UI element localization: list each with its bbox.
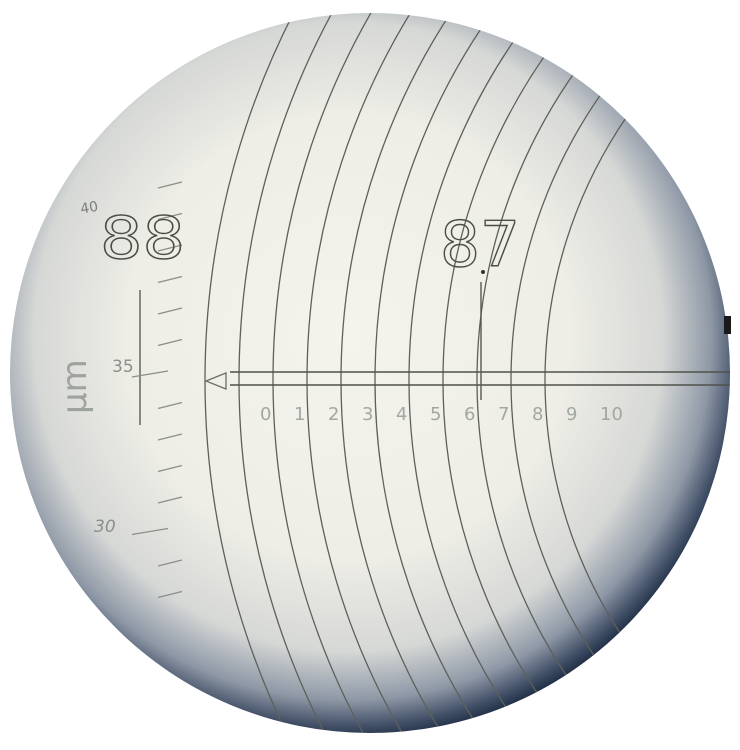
pointer-marker xyxy=(204,372,227,390)
arc-line xyxy=(306,13,433,733)
arc-line xyxy=(204,13,312,733)
left-readout: 88 xyxy=(100,204,185,272)
vertical-scale-label-30: 30 xyxy=(94,517,116,537)
vertical-scale-tick xyxy=(131,527,169,536)
vertical-scale-tick xyxy=(157,559,183,567)
horizontal-scale-label: 7 xyxy=(498,404,509,425)
arc-line xyxy=(442,13,609,733)
arc-line xyxy=(272,13,392,733)
vertical-scale-tick xyxy=(157,590,183,599)
vertical-scale-tick xyxy=(157,212,183,221)
vertical-scale-tick xyxy=(157,244,183,252)
horizontal-scale-labels: 0 1 2 3 4 5 6 7 8 9 10 xyxy=(260,404,623,425)
vertical-scale-tick xyxy=(157,338,183,347)
vertical-scale-tick xyxy=(157,181,183,189)
arc-line xyxy=(374,13,518,733)
vertical-scale-tick xyxy=(157,401,183,410)
vertical-scale-label-35: 35 xyxy=(112,357,134,377)
vertical-scale-tick xyxy=(157,433,183,441)
arc-line xyxy=(340,13,475,733)
horizontal-scale-label: 8 xyxy=(532,404,543,425)
horizontal-scale-label: 1 xyxy=(294,404,305,425)
horizontal-scale-label: 5 xyxy=(430,404,441,425)
index-dot xyxy=(481,270,485,274)
horizontal-scale-label: 10 xyxy=(600,404,623,425)
vertical-scale-tick xyxy=(157,307,183,315)
vertical-scale-label-40: 40 xyxy=(79,199,99,218)
vertical-scale-tick xyxy=(131,370,169,378)
edge-artifact xyxy=(724,316,731,334)
horizontal-scale-label: 0 xyxy=(260,404,271,425)
vertical-scale-ticks xyxy=(131,181,183,599)
horizontal-scale-label: 3 xyxy=(362,404,373,425)
horizontal-scale-label: 2 xyxy=(328,404,339,425)
arc-line xyxy=(476,13,659,733)
horizontal-scale-label: 6 xyxy=(464,404,475,425)
vertical-scale-tick xyxy=(157,464,183,473)
field-disc xyxy=(10,13,730,733)
horizontal-scale-label: 9 xyxy=(566,404,577,425)
vertical-scale-tick xyxy=(157,496,183,504)
horizontal-scale-label: 4 xyxy=(396,404,407,425)
vertical-scale-tick xyxy=(157,275,183,284)
unit-label: μm xyxy=(55,359,95,414)
right-readout: 87 xyxy=(440,208,520,281)
arc-line xyxy=(408,13,562,733)
